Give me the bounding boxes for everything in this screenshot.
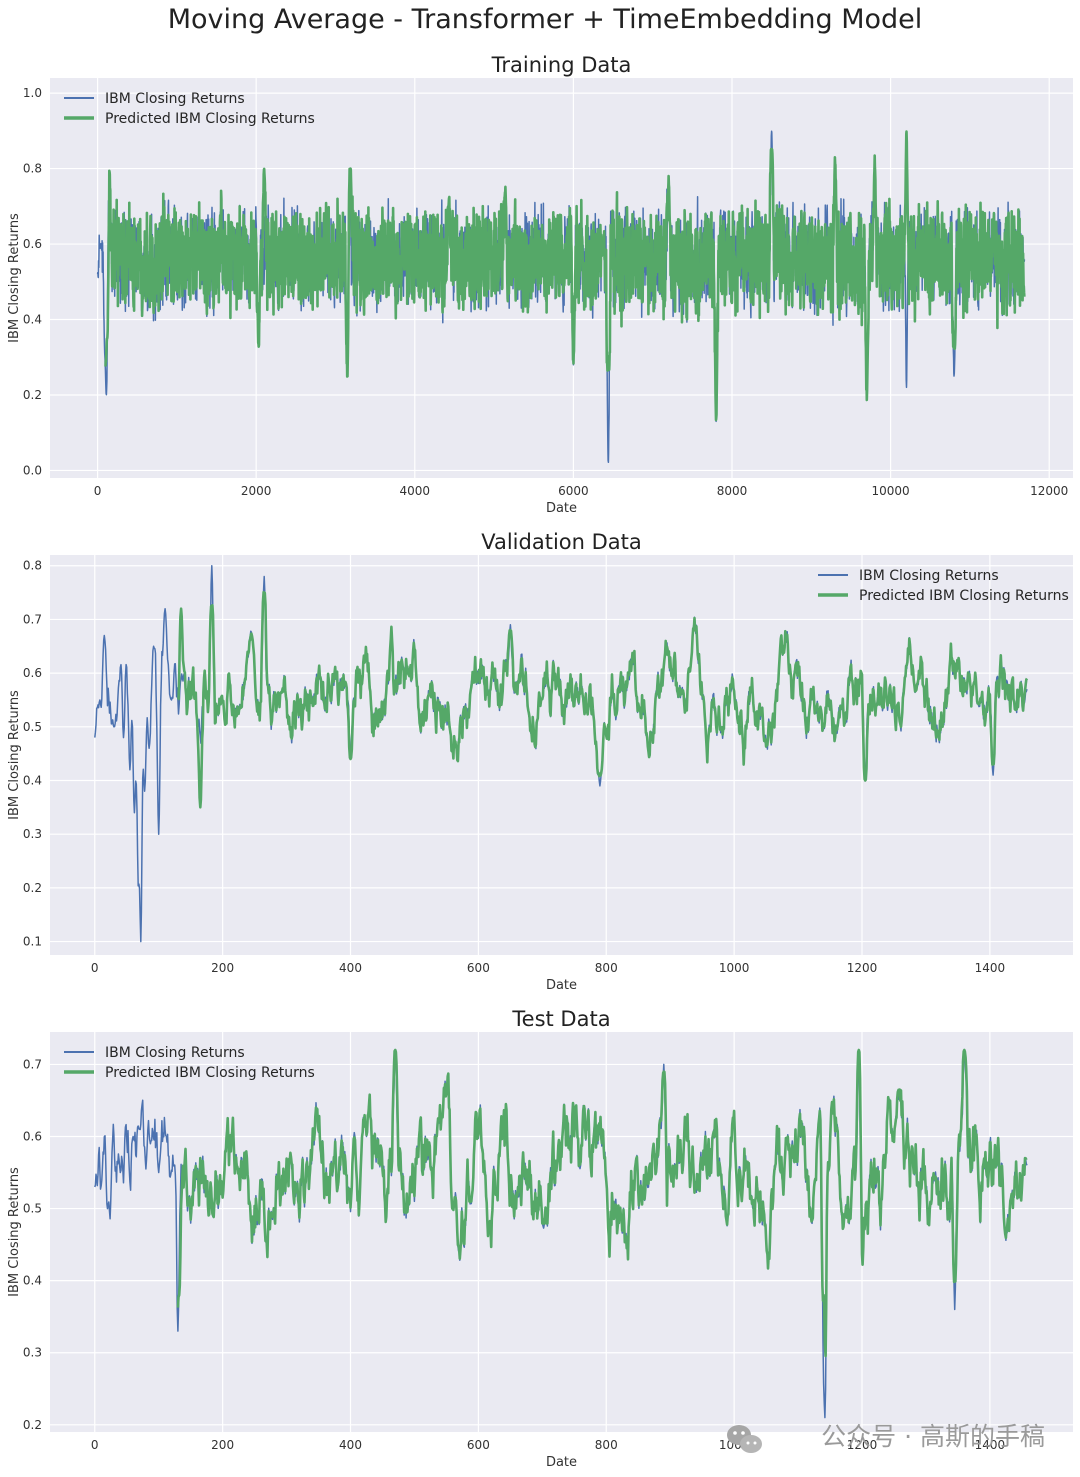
x-tick-label: 1000 [719,961,750,975]
x-tick-label: 0 [94,484,102,498]
legend-label: IBM Closing Returns [105,91,245,107]
y-tick-label: 0.6 [23,237,42,251]
x-tick-label: 2000 [241,484,272,498]
legend-label: Predicted IBM Closing Returns [859,588,1069,604]
series-line-predicted [177,590,1029,809]
training-chart: 0 2000 4000 6000 8000 10000 12000 0.0 0.2 0.4 0.6 0… [7,53,1073,516]
y-tick-label: 0.2 [23,881,42,895]
y-axis-label: IBM Closing Returns [7,1167,22,1297]
y-tick-label: 0.4 [23,774,42,788]
x-axis-label: Date [546,978,577,993]
series-line-predicted [176,1048,1028,1358]
x-tick-label: 600 [467,961,490,975]
x-axis-label: Date [546,501,577,516]
x-tick-label: 0 [91,1438,99,1452]
x-tick-label: 200 [211,961,234,975]
x-tick-label: 800 [595,961,618,975]
y-tick-label: 0.6 [23,1130,42,1144]
y-tick-label: 0.7 [23,1057,42,1071]
x-tick-label: 1400 [975,961,1006,975]
plot-background [50,555,1073,955]
y-tick-label: 0.0 [23,463,42,477]
x-tick-label: 400 [339,961,362,975]
x-tick-label: 400 [339,1438,362,1452]
legend-label: Predicted IBM Closing Returns [105,1065,315,1081]
y-tick-label: 0.8 [23,559,42,573]
x-tick-label: 1200 [847,1438,878,1452]
x-tick-label: 200 [211,1438,234,1452]
legend-label: IBM Closing Returns [105,1045,245,1061]
x-axis-label: Date [546,1455,577,1470]
x-tick-label: 600 [467,1438,490,1452]
y-tick-label: 0.8 [23,162,42,176]
y-tick-label: 0.5 [23,1202,42,1216]
watermark-text: 公众号 · 高斯的手稿 [821,1422,1045,1451]
legend: IBM Closing Returns Predicted IBM Closing… [818,568,1069,604]
validation-chart: 0 200 400 600 800 1000 1200 1400 0.1 0.2 0.3 0.4 0.5… [7,530,1073,993]
series-line-predicted [104,130,1026,422]
x-tick-label: 0 [91,961,99,975]
y-tick-label: 0.3 [23,827,42,841]
chart-title: Test Data [511,1007,610,1031]
y-tick-label: 0.6 [23,666,42,680]
y-tick-label: 0.4 [23,1274,42,1288]
y-tick-label: 1.0 [23,86,42,100]
y-tick-label: 0.5 [23,720,42,734]
test-chart: 0 200 400 600 800 1000 1200 14000.20.30.40.50.6… [7,1007,1073,1470]
y-axis-label: IBM Closing Returns [7,690,22,820]
figure-title: Moving Average - Transformer + TimeEmbed… [168,4,923,35]
x-tick-label: 800 [595,1438,618,1452]
y-tick-label: 0.1 [23,935,42,949]
y-tick-label: 0.2 [23,388,42,402]
chart-title: Training Data [491,53,632,77]
x-tick-label: 1400 [975,1438,1006,1452]
x-tick-label: 10000 [872,484,910,498]
wechat-icon [727,1425,762,1453]
legend: IBM Closing Returns Predicted IBM Closing… [64,1045,315,1081]
x-tick-label: 8000 [717,484,748,498]
legend: IBM Closing Returns Predicted IBM Closing… [64,91,315,127]
y-tick-label: 0.2 [23,1418,42,1432]
legend-label: IBM Closing Returns [859,568,999,584]
y-tick-label: 0.4 [23,313,42,327]
x-tick-label: 1200 [847,961,878,975]
y-tick-label: 0.7 [23,612,42,626]
plot-background [50,1032,1073,1432]
legend-label: Predicted IBM Closing Returns [105,111,315,127]
y-axis-label: IBM Closing Returns [7,213,22,343]
y-tick-label: 0.3 [23,1346,42,1360]
x-tick-label: 4000 [400,484,431,498]
x-tick-label: 6000 [558,484,589,498]
x-tick-label: 12000 [1030,484,1068,498]
chart-title: Validation Data [481,530,642,554]
